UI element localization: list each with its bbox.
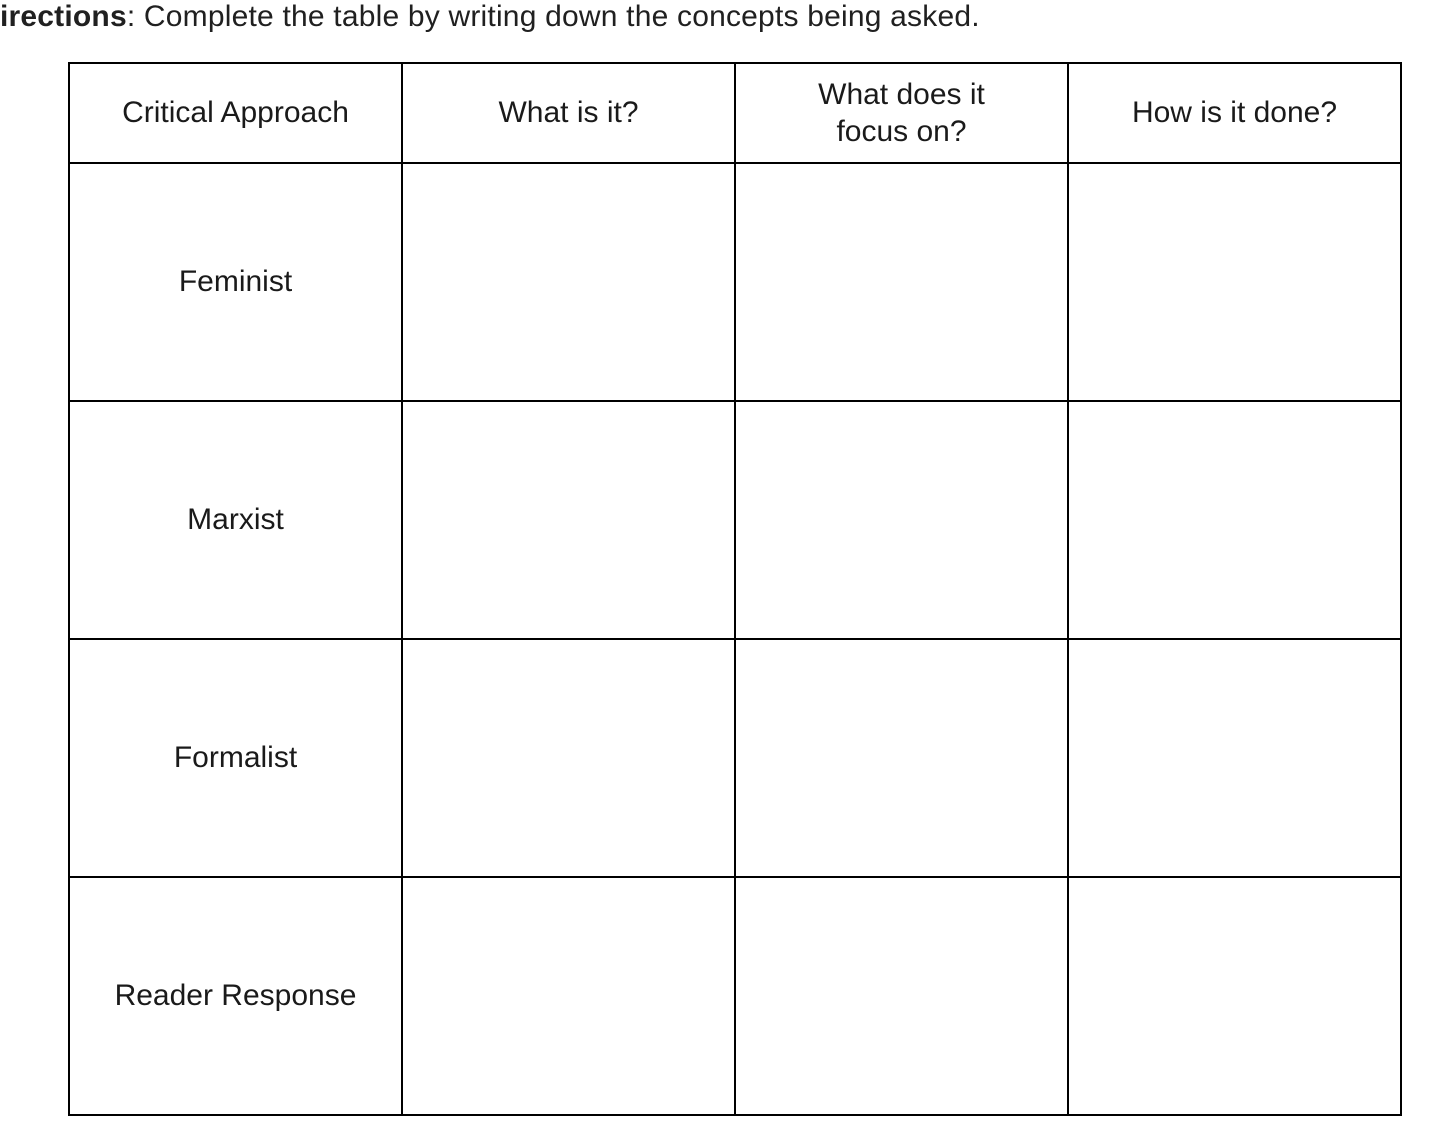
directions-line: irections: Complete the table by writing…: [0, 0, 1450, 34]
cell-approach: Formalist: [69, 639, 402, 877]
header-critical-approach: Critical Approach: [69, 63, 402, 163]
cell-approach: Feminist: [69, 163, 402, 401]
table-row: Feminist: [69, 163, 1401, 401]
cell-how-done[interactable]: [1068, 639, 1401, 877]
cell-what-is-it[interactable]: [402, 639, 735, 877]
table-row: Reader Response: [69, 877, 1401, 1115]
cell-what-is-it[interactable]: [402, 163, 735, 401]
table-header-row: Critical Approach What is it? What does …: [69, 63, 1401, 163]
table-row: Formalist: [69, 639, 1401, 877]
cell-how-done[interactable]: [1068, 877, 1401, 1115]
cell-what-is-it[interactable]: [402, 877, 735, 1115]
table-row: Marxist: [69, 401, 1401, 639]
cell-focus-on[interactable]: [735, 877, 1068, 1115]
header-what-is-it: What is it?: [402, 63, 735, 163]
directions-label: irections: [0, 0, 127, 33]
cell-approach: Marxist: [69, 401, 402, 639]
cell-focus-on[interactable]: [735, 163, 1068, 401]
cell-how-done[interactable]: [1068, 401, 1401, 639]
directions-text: : Complete the table by writing down the…: [127, 0, 980, 33]
cell-focus-on[interactable]: [735, 401, 1068, 639]
cell-approach: Reader Response: [69, 877, 402, 1115]
cell-how-done[interactable]: [1068, 163, 1401, 401]
critical-approach-table: Critical Approach What is it? What does …: [68, 62, 1402, 1116]
header-focus-on: What does itfocus on?: [735, 63, 1068, 163]
cell-focus-on[interactable]: [735, 639, 1068, 877]
table-container: Critical Approach What is it? What does …: [68, 62, 1410, 1116]
cell-what-is-it[interactable]: [402, 401, 735, 639]
header-how-done: How is it done?: [1068, 63, 1401, 163]
